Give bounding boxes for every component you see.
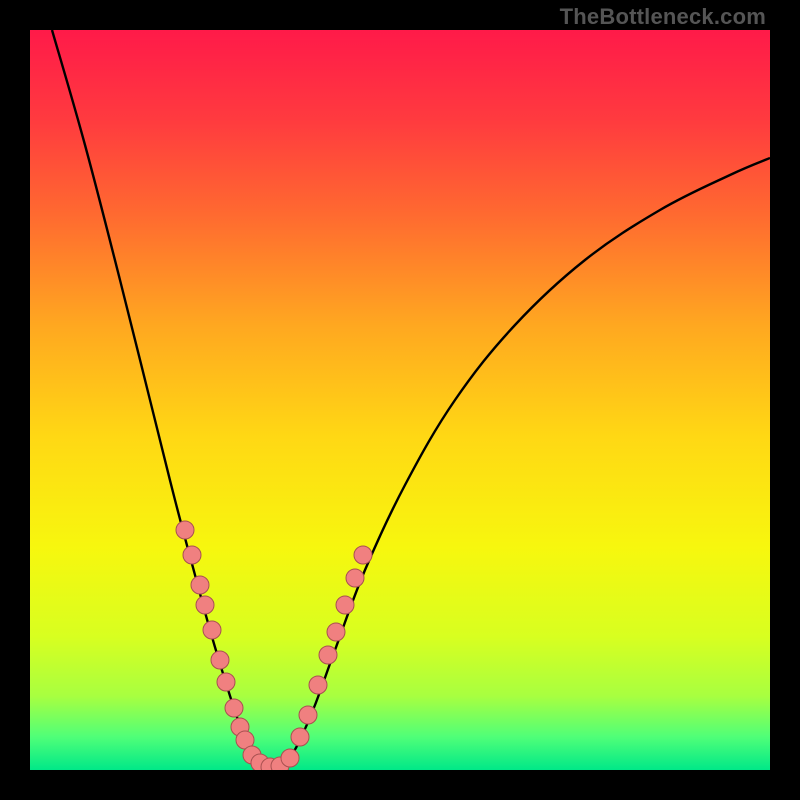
- data-marker: [319, 646, 337, 664]
- data-marker: [176, 521, 194, 539]
- data-marker: [327, 623, 345, 641]
- data-marker: [203, 621, 221, 639]
- data-marker: [299, 706, 317, 724]
- data-marker: [225, 699, 243, 717]
- plot-area: [30, 30, 770, 770]
- curve-left-branch: [52, 30, 255, 758]
- data-marker: [211, 651, 229, 669]
- data-marker: [309, 676, 327, 694]
- data-marker: [281, 749, 299, 767]
- data-marker: [346, 569, 364, 587]
- data-marker: [196, 596, 214, 614]
- data-marker: [191, 576, 209, 594]
- data-marker: [336, 596, 354, 614]
- data-markers: [176, 521, 372, 770]
- watermark-text: TheBottleneck.com: [560, 4, 766, 30]
- data-marker: [354, 546, 372, 564]
- data-marker: [183, 546, 201, 564]
- outer-frame: TheBottleneck.com: [0, 0, 800, 800]
- data-marker: [217, 673, 235, 691]
- data-marker: [291, 728, 309, 746]
- bottleneck-curve: [30, 30, 770, 770]
- curve-right-branch: [290, 158, 770, 758]
